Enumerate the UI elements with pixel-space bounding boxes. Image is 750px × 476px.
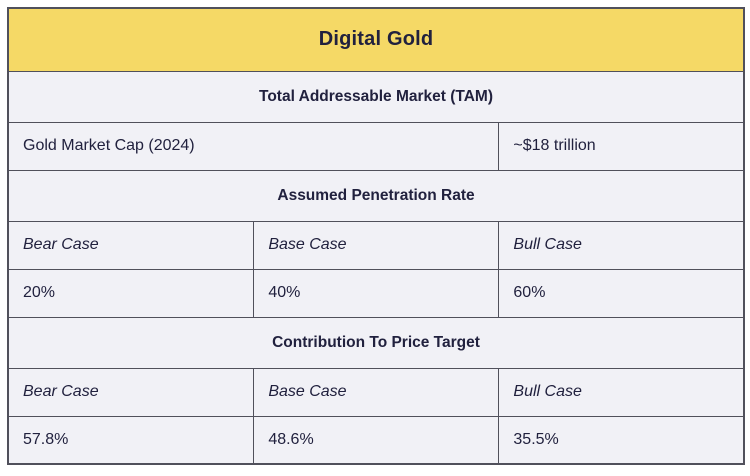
penetration-base-value: 40% xyxy=(253,268,500,318)
contribution-bear-value: 57.8% xyxy=(7,415,255,465)
penetration-section-header: Assumed Penetration Rate xyxy=(7,169,745,222)
gold-market-cap-value: ~$18 trillion xyxy=(498,121,745,171)
tam-section-row: Total Addressable Market (TAM) xyxy=(7,70,745,123)
penetration-section-row: Assumed Penetration Rate xyxy=(7,169,745,222)
gold-market-cap-label: Gold Market Cap (2024) xyxy=(7,121,500,171)
penetration-base-case-label: Base Case xyxy=(253,220,500,270)
penetration-bull-case-label: Bull Case xyxy=(498,220,745,270)
penetration-values-row: 20% 40% 60% xyxy=(7,268,745,318)
penetration-bull-value: 60% xyxy=(498,268,745,318)
gold-market-cap-row: Gold Market Cap (2024) ~$18 trillion xyxy=(7,121,745,171)
contribution-values-row: 57.8% 48.6% 35.5% xyxy=(7,415,745,465)
contribution-base-case-label: Base Case xyxy=(253,367,500,417)
tam-section-header: Total Addressable Market (TAM) xyxy=(7,70,745,123)
contribution-base-value: 48.6% xyxy=(253,415,500,465)
contribution-bull-case-label: Bull Case xyxy=(498,367,745,417)
table-title: Digital Gold xyxy=(7,7,745,72)
contribution-section-row: Contribution To Price Target xyxy=(7,316,745,369)
contribution-bear-case-label: Bear Case xyxy=(7,367,255,417)
penetration-cases-row: Bear Case Base Case Bull Case xyxy=(7,220,745,270)
contribution-cases-row: Bear Case Base Case Bull Case xyxy=(7,367,745,417)
digital-gold-table: Digital Gold Total Addressable Market (T… xyxy=(7,7,745,465)
contribution-section-header: Contribution To Price Target xyxy=(7,316,745,369)
title-row: Digital Gold xyxy=(7,7,745,72)
penetration-bear-case-label: Bear Case xyxy=(7,220,255,270)
penetration-bear-value: 20% xyxy=(7,268,255,318)
contribution-bull-value: 35.5% xyxy=(498,415,745,465)
